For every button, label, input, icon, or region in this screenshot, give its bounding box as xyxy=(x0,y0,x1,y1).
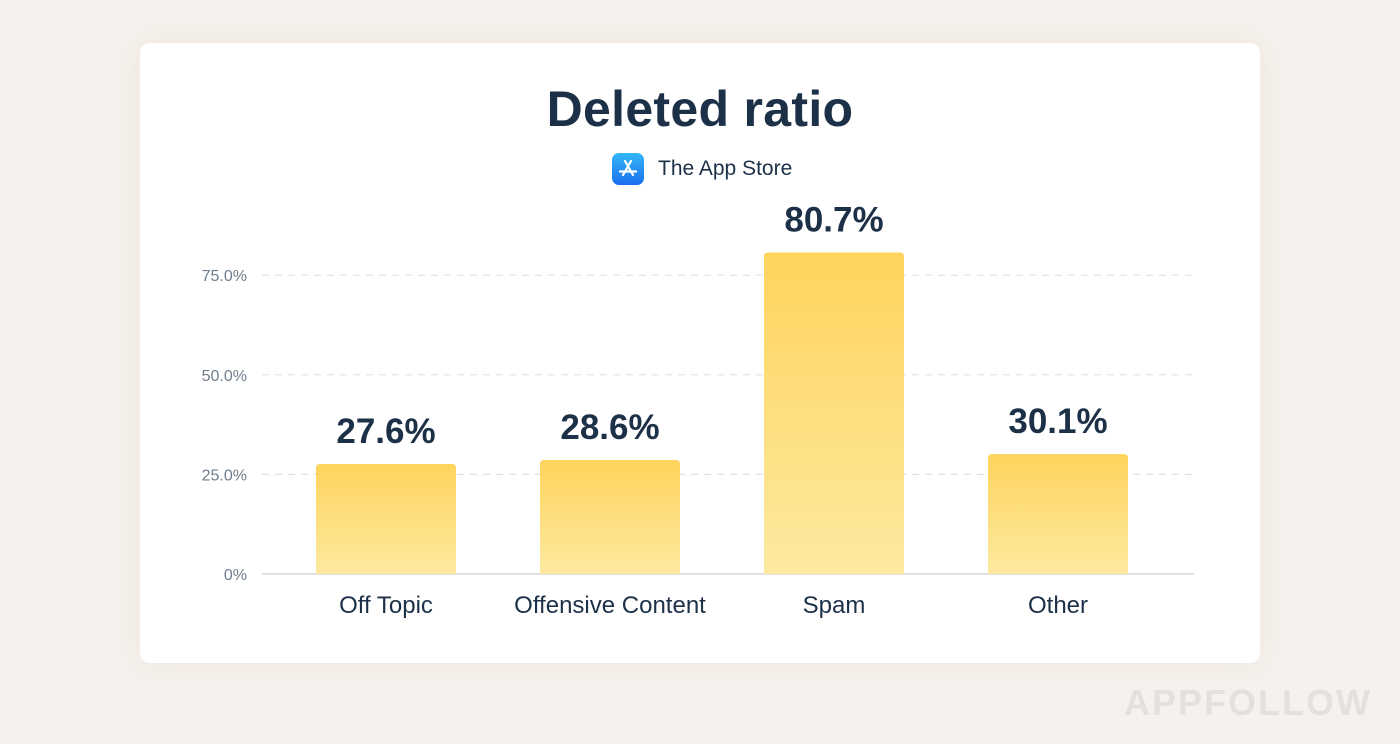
x-tick-label: Off Topic xyxy=(339,592,433,619)
y-tick-label: 50.0% xyxy=(202,368,247,385)
watermark-logo: APPFOLLOW xyxy=(1124,682,1372,723)
data-label: 80.7% xyxy=(784,200,883,239)
x-tick-label: Offensive Content xyxy=(514,592,706,619)
y-tick-label: 75.0% xyxy=(202,268,247,285)
x-tick-label: Spam xyxy=(803,592,866,619)
bar xyxy=(764,252,904,574)
data-label: 28.6% xyxy=(560,408,659,447)
data-label: 27.6% xyxy=(336,412,435,451)
chart-subtitle: The App Store xyxy=(612,153,792,185)
x-tick-label: Other xyxy=(1028,592,1088,619)
data-label: 30.1% xyxy=(1008,402,1107,441)
y-tick-label: 0% xyxy=(224,567,247,584)
subtitle-text: The App Store xyxy=(658,157,793,180)
y-tick-label: 25.0% xyxy=(202,467,247,484)
bar xyxy=(988,454,1128,574)
chart-title: Deleted ratio xyxy=(546,81,854,137)
app-store-icon xyxy=(612,153,644,185)
bar xyxy=(540,460,680,574)
bar xyxy=(316,464,456,574)
